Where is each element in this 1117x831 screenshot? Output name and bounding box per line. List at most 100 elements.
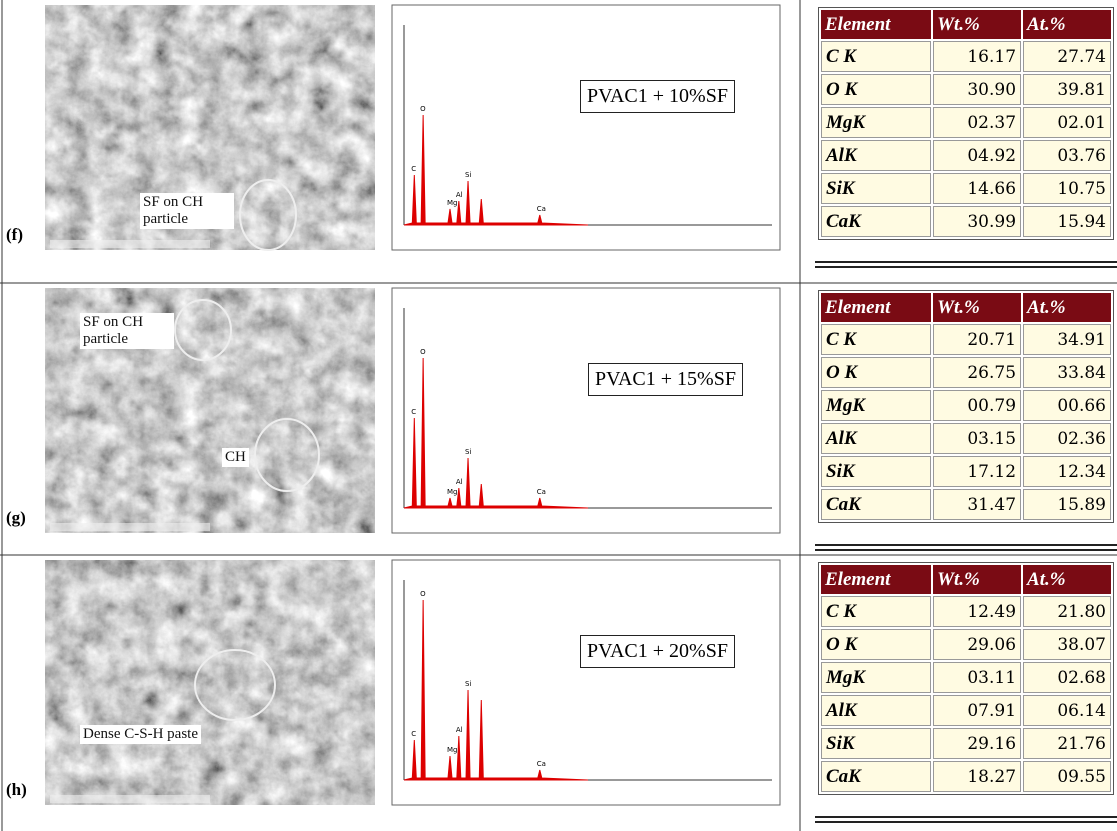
table-cell: O K <box>821 357 931 388</box>
edx-table: ElementWt.%At.%C K16.1727.74O K30.9039.8… <box>818 7 1114 240</box>
table-row: SiK14.6610.75 <box>821 173 1111 204</box>
table-cell: 33.84 <box>1023 357 1111 388</box>
table-cell: O K <box>821 74 931 105</box>
peak-label: Mg <box>447 746 457 754</box>
panel-label: (h) <box>6 780 27 800</box>
table-cell: 09.55 <box>1023 761 1111 792</box>
table-cell: 02.37 <box>933 107 1021 138</box>
table-cell: 39.81 <box>1023 74 1111 105</box>
annotation: SF on CH particle <box>140 193 234 229</box>
peak-label: Ca <box>537 760 546 768</box>
table-cell: 03.11 <box>933 662 1021 693</box>
header-cell: Element <box>821 565 931 594</box>
table-cell: 07.91 <box>933 695 1021 726</box>
table-cell: CaK <box>821 761 931 792</box>
peak-label: C <box>411 730 416 738</box>
table-cell: C K <box>821 596 931 627</box>
header-cell: At.% <box>1023 293 1111 322</box>
table-cell: 04.92 <box>933 140 1021 171</box>
header-cell: Element <box>821 293 931 322</box>
annotation: CH <box>222 448 249 467</box>
header-cell: At.% <box>1023 10 1111 39</box>
table-cell: SiK <box>821 173 931 204</box>
table-cell: 29.06 <box>933 629 1021 660</box>
table-cell: 29.16 <box>933 728 1021 759</box>
scale-bar <box>50 523 210 531</box>
table-cell: AlK <box>821 695 931 726</box>
table-row: CaK31.4715.89 <box>821 489 1111 520</box>
table-cell: 26.75 <box>933 357 1021 388</box>
table-cell: C K <box>821 41 931 72</box>
table-cell: MgK <box>821 390 931 421</box>
panel-label: (g) <box>6 508 26 528</box>
table-cell: 31.47 <box>933 489 1021 520</box>
header-cell: Wt.% <box>933 565 1021 594</box>
table-cell: AlK <box>821 140 931 171</box>
spectrum-label: PVAC1 + 10%SF <box>580 80 735 113</box>
table-cell: 03.15 <box>933 423 1021 454</box>
peak-label: Ca <box>537 205 546 213</box>
table-cell: AlK <box>821 423 931 454</box>
peak-label: O <box>420 590 426 598</box>
table-cell: 06.14 <box>1023 695 1111 726</box>
table-cell: 17.12 <box>933 456 1021 487</box>
peak-label: O <box>420 105 426 113</box>
table-cell: 30.99 <box>933 206 1021 237</box>
table-cell: 03.76 <box>1023 140 1111 171</box>
table-cell: 21.80 <box>1023 596 1111 627</box>
table-cell: 00.79 <box>933 390 1021 421</box>
table-cell: 38.07 <box>1023 629 1111 660</box>
header-cell: Wt.% <box>933 293 1021 322</box>
header-cell: Element <box>821 10 931 39</box>
table-cell: 02.36 <box>1023 423 1111 454</box>
panel-label: (f) <box>6 225 23 245</box>
table-cell: MgK <box>821 662 931 693</box>
annotation: SF on CH particle <box>80 313 174 349</box>
table-cell: 02.68 <box>1023 662 1111 693</box>
annotation: Dense C-S-H paste <box>80 725 201 744</box>
header-cell: At.% <box>1023 565 1111 594</box>
table-cell: 10.75 <box>1023 173 1111 204</box>
table-row: C K20.7134.91 <box>821 324 1111 355</box>
table-cell: 02.01 <box>1023 107 1111 138</box>
spectrum-label: PVAC1 + 20%SF <box>580 635 735 668</box>
table-cell: 34.91 <box>1023 324 1111 355</box>
table-cell: 30.90 <box>933 74 1021 105</box>
table-cell: MgK <box>821 107 931 138</box>
figure: COMgAlSiCaCOMgAlSiCaCOMgAlSiCa (f)SF on … <box>0 0 1117 831</box>
table-cell: SiK <box>821 728 931 759</box>
spectrum-label: PVAC1 + 15%SF <box>588 363 743 396</box>
table-cell: 21.76 <box>1023 728 1111 759</box>
table-cell: O K <box>821 629 931 660</box>
peak-label: Si <box>465 448 471 456</box>
table-cell: C K <box>821 324 931 355</box>
peak-label: C <box>411 408 416 416</box>
scale-bar <box>50 240 210 248</box>
table-cell: 20.71 <box>933 324 1021 355</box>
table-cell: 16.17 <box>933 41 1021 72</box>
table-row: CaK18.2709.55 <box>821 761 1111 792</box>
spectrum-frame <box>392 288 780 533</box>
table-cell: CaK <box>821 206 931 237</box>
table-cell: 27.74 <box>1023 41 1111 72</box>
header-cell: Wt.% <box>933 10 1021 39</box>
sem-image <box>45 560 375 805</box>
peak-label: Al <box>456 191 463 199</box>
table-cell: 12.34 <box>1023 456 1111 487</box>
scale-bar <box>50 795 210 803</box>
peak-label: Al <box>456 478 463 486</box>
peak-label: Al <box>456 726 463 734</box>
